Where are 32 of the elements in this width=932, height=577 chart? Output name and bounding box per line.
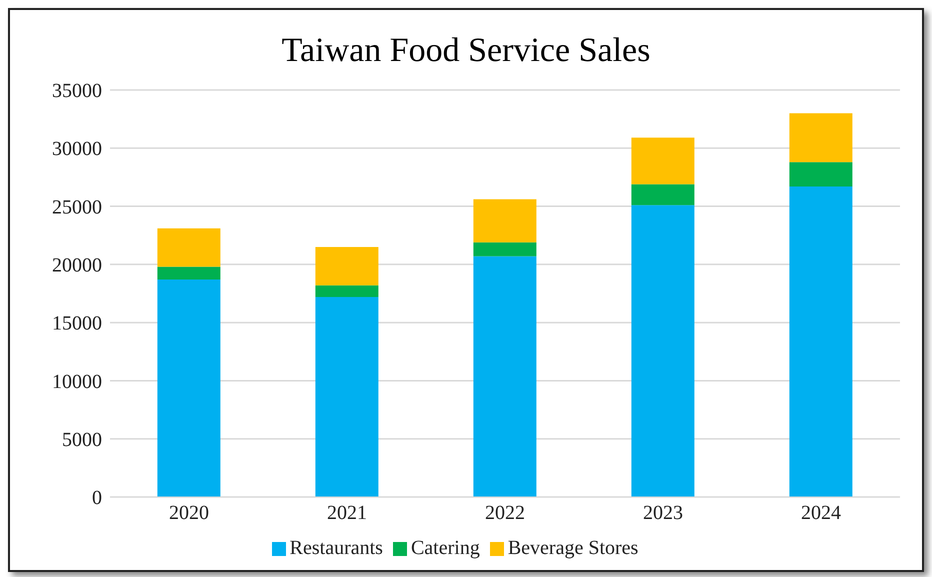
bar xyxy=(789,186,852,497)
y-tick-label: 30000 xyxy=(52,138,102,160)
bar xyxy=(789,162,852,187)
x-tick-label: 2020 xyxy=(169,502,209,524)
chart-title: Taiwan Food Service Sales xyxy=(280,32,652,71)
bar xyxy=(157,228,220,267)
x-tick-label: 2022 xyxy=(485,502,525,524)
bar xyxy=(315,296,378,497)
bar xyxy=(789,113,852,162)
y-tick-label: 20000 xyxy=(52,254,102,277)
bar xyxy=(473,242,536,256)
y-tick-label: 25000 xyxy=(52,196,102,218)
legend-label: Catering xyxy=(410,537,480,559)
x-tick-label: 2023 xyxy=(643,502,683,524)
bar xyxy=(631,205,694,497)
bar xyxy=(157,280,220,497)
x-tick-label: 2021 xyxy=(327,502,367,524)
y-tick-label: 0 xyxy=(92,487,102,510)
bar xyxy=(473,199,536,242)
bar xyxy=(473,256,536,497)
bar xyxy=(315,285,378,297)
bar xyxy=(315,246,378,286)
bar xyxy=(631,138,694,184)
bar xyxy=(631,184,694,206)
legend-label: Beverage Stores xyxy=(508,537,638,559)
bar xyxy=(157,266,220,280)
y-tick-label: 10000 xyxy=(52,370,102,393)
y-tick-label: 35000 xyxy=(52,80,102,102)
x-tick-label: 2024 xyxy=(801,502,841,524)
y-tick-label: 15000 xyxy=(52,312,102,335)
legend-label: Restaurants xyxy=(290,537,383,559)
y-tick-label: 5000 xyxy=(62,428,102,451)
